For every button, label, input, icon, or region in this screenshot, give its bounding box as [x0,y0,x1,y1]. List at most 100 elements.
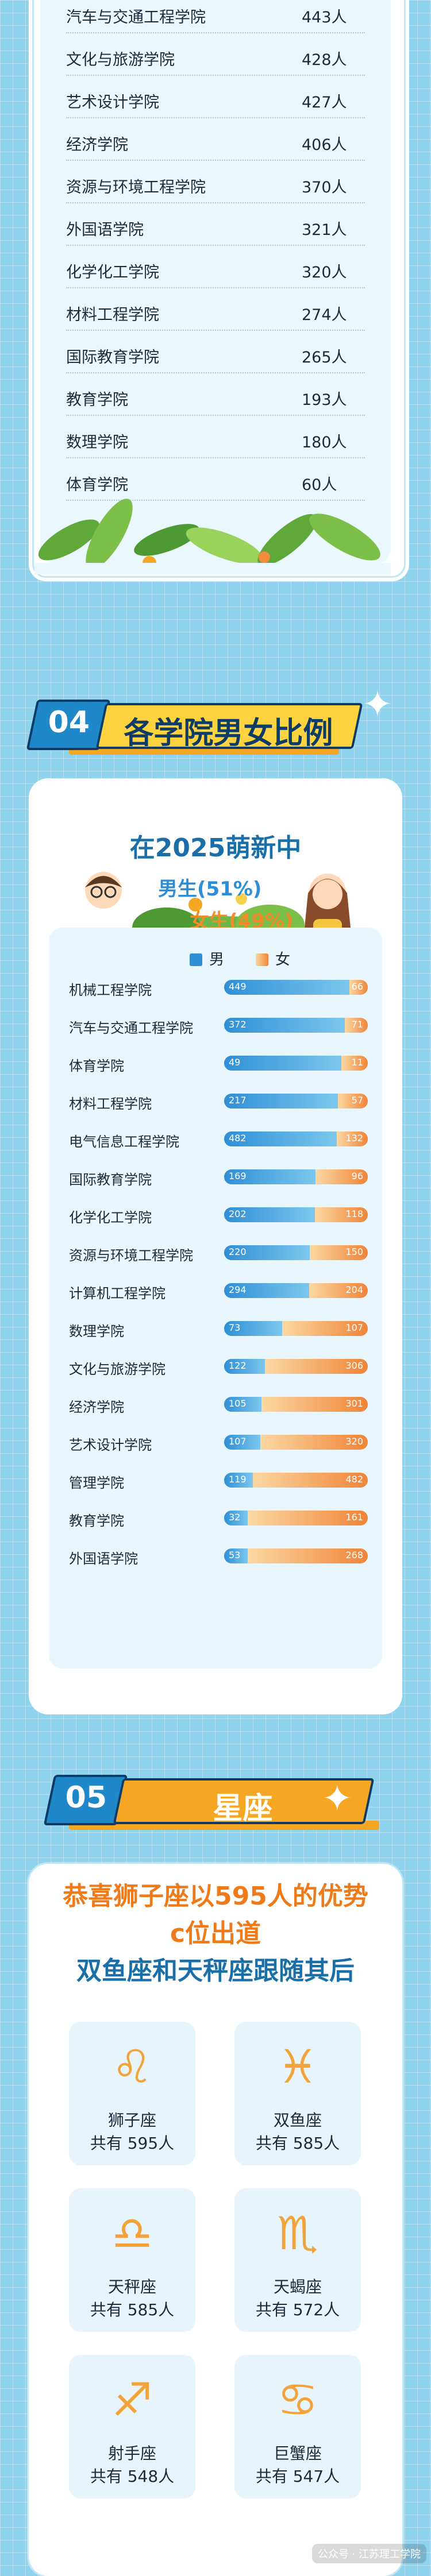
college-count-row: 体育学院 60人 [66,472,365,501]
bar-male [224,1056,341,1071]
row-divider [66,330,365,331]
bar-category-label: 教育学院 [69,1513,124,1529]
bar-female [253,1473,368,1488]
gender-bar-row: 化学化工学院 202 118 [69,1204,368,1227]
gender-bar-row: 机械工程学院 449 66 [69,976,368,999]
college-name: 教育学院 [66,391,128,409]
gender-bar-row: 计算机工程学院 294 204 [69,1280,368,1303]
bar-track: 217 57 [224,1094,368,1109]
college-name: 化学化工学院 [66,264,159,281]
bar-female [261,1397,368,1412]
college-count-panel [40,0,391,563]
bar-female [309,1283,368,1298]
bar-category-label: 电气信息工程学院 [69,1134,179,1150]
gender-bar-row: 材料工程学院 217 57 [69,1090,368,1113]
college-name: 外国语学院 [66,221,144,239]
row-divider [66,202,365,203]
scorpion-icon: ♏ [277,2206,318,2260]
bar-male [224,1321,282,1336]
college-count: 406人 [302,136,347,154]
bar-female [248,1511,368,1525]
bar-male [224,980,349,995]
bar-female [265,1359,368,1374]
watermark: 公众号 · 江苏理工学院 [311,2544,426,2563]
sparkle-icon: ✦ [322,1778,353,1820]
constellation-headline-2: c位出道 [170,1919,261,1948]
college-name: 汽车与交通工程学院 [66,9,206,26]
bar-track: 105 301 [224,1397,368,1412]
legend-male-label: 男 [209,951,225,968]
bar-female [315,1207,368,1222]
constellation-headline-3: 双鱼座和天秤座跟随其后 [76,1956,355,1986]
zodiac-count: 共有 547人 [255,2467,340,2486]
zodiac-count: 共有 595人 [90,2134,175,2153]
bar-category-label: 资源与环境工程学院 [69,1248,193,1264]
bar-male [224,1094,338,1109]
bar-female-value: 482 [345,1474,363,1485]
college-count: 265人 [302,349,347,366]
bar-female-value: 66 [351,981,363,992]
row-divider [66,457,365,458]
bar-category-label: 化学化工学院 [69,1210,152,1226]
zodiac-count: 共有 585人 [255,2134,340,2153]
bar-male-value: 482 [229,1133,247,1144]
gender-bar-row: 国际教育学院 169 96 [69,1166,368,1189]
leaves-decoration [34,499,391,574]
bar-track: 202 118 [224,1207,368,1222]
college-name: 文化与旅游学院 [66,51,175,69]
bar-male [224,1131,337,1146]
zodiac-count: 共有 572人 [255,2300,340,2319]
gender-bar-row: 艺术设计学院 107 320 [69,1431,368,1454]
bar-category-label: 艺术设计学院 [69,1437,152,1453]
bar-male-value: 119 [229,1474,247,1485]
zodiac-tile: ♎ 天秤座 共有 585人 [69,2188,195,2332]
gender-bar-row: 教育学院 32 161 [69,1507,368,1530]
college-count: 60人 [302,476,337,494]
zodiac-tile: ♏ 天蝎座共有 572人 [234,2188,361,2332]
bar-category-label: 文化与旅游学院 [69,1361,166,1377]
legend-swatch-female [256,953,268,966]
college-name: 数理学院 [66,434,128,451]
zodiac-count: 共有 585人 [90,2300,175,2319]
college-count-row: 国际教育学院 265人 [66,345,365,373]
bar-female-value: 96 [351,1171,363,1181]
constellation-headline-1: 恭喜狮子座以595人的优势 [63,1882,368,1911]
bar-male-value: 32 [229,1512,241,1523]
bar-male-value: 220 [229,1246,247,1257]
zodiac-name: 天蝎座 [273,2277,322,2296]
bar-female-value: 301 [345,1398,363,1409]
bar-male [224,1397,261,1412]
college-count-row: 资源与环境工程学院 370人 [66,175,365,203]
row-divider [66,32,365,33]
zodiac-name: 巨蟹座 [273,2444,322,2463]
college-count-row: 外国语学院 321人 [66,217,365,246]
bar-female [310,1245,368,1260]
bar-male-value: 107 [229,1436,247,1447]
college-count: 274人 [302,306,347,324]
bar-male [224,1169,315,1184]
bar-male [224,1548,248,1563]
bar-male [224,1511,248,1525]
zodiac-name: 射手座 [107,2444,156,2463]
gender-bar-row: 体育学院 49 11 [69,1052,368,1075]
bar-male [224,1245,310,1260]
zodiac-tile: ♐ 射手座 共有 548人 [69,2355,195,2498]
bar-female-value: 161 [345,1512,363,1523]
bar-male [224,1018,345,1033]
college-count-row: 经济学院 406人 [66,132,365,161]
college-count-row: 数理学院 180人 [66,430,365,458]
bar-female [349,980,368,995]
college-count: 193人 [302,391,347,409]
bar-male [224,1207,315,1222]
gender-chart-panel [49,928,382,1669]
bar-category-label: 管理学院 [69,1475,124,1491]
gender-bar-row: 外国语学院 53 268 [69,1545,368,1568]
bar-male [224,1473,253,1488]
row-divider [66,500,365,501]
crab-icon: ♋ [277,2373,318,2427]
zodiac-count: 共有 548人 [90,2467,175,2486]
bar-female [341,1056,368,1071]
bar-female-value: 11 [351,1057,363,1068]
college-count-row: 教育学院 193人 [66,387,365,416]
bar-female [315,1169,368,1184]
